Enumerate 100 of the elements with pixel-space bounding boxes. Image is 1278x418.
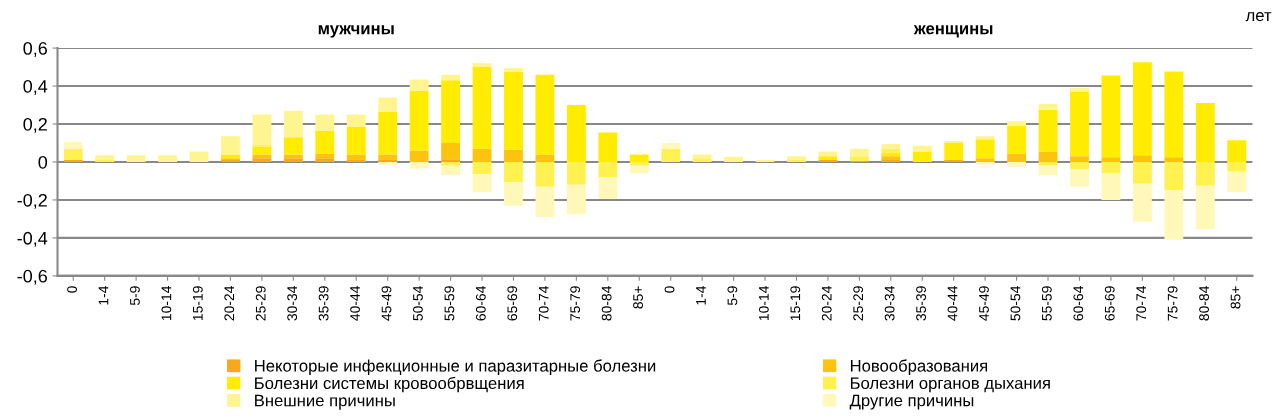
- bar: [441, 161, 461, 166]
- bar: [409, 90, 429, 151]
- bar: [252, 146, 272, 155]
- x-tick-label: 45-49: [979, 286, 989, 321]
- x-tick-label: 20-24: [821, 286, 832, 321]
- bar: [1227, 140, 1247, 162]
- x-tick-label: 1-4: [696, 286, 706, 305]
- bar: [126, 155, 146, 162]
- x-tick-label: 10-14: [161, 286, 172, 321]
- legend-label: Другие причины: [849, 394, 974, 410]
- bar: [315, 130, 335, 154]
- bar: [692, 154, 712, 159]
- bar: [441, 142, 461, 160]
- x-tick-label: 35-39: [916, 286, 926, 321]
- bar: [566, 184, 586, 215]
- bar: [1164, 157, 1184, 162]
- bar: [1132, 155, 1152, 162]
- bar: [252, 154, 272, 159]
- bar: [95, 159, 115, 162]
- bar: [1164, 190, 1184, 240]
- bar: [535, 154, 555, 162]
- y-tick-label: 0,2: [23, 117, 47, 133]
- x-tick-label: 75-79: [570, 286, 581, 321]
- x-tick-label: 65-69: [1104, 286, 1115, 321]
- x-tick-label: 5-9: [727, 286, 738, 306]
- bar: [661, 148, 681, 162]
- x-tick-label: 60-64: [475, 286, 486, 321]
- bar: [346, 154, 366, 160]
- bar: [692, 158, 712, 162]
- bar: [283, 158, 303, 162]
- x-tick-label: 25-29: [853, 286, 864, 321]
- x-tick-label: 55-59: [444, 286, 455, 321]
- x-tick-label: 10-14: [758, 286, 769, 321]
- bar: [944, 142, 964, 161]
- bar: [409, 161, 429, 169]
- x-tick-label: 40-44: [947, 286, 958, 321]
- text: мужчины: [318, 25, 394, 38]
- x-tick-label: 15-19: [192, 286, 203, 321]
- x-tick-label: 50-54: [1010, 286, 1021, 321]
- x-tick-label: 0: [664, 286, 675, 293]
- bar: [629, 161, 649, 166]
- bar: [1164, 161, 1184, 191]
- x-tick-label: 5-9: [130, 286, 140, 306]
- bar: [1101, 75, 1121, 158]
- y-tick-label: 0: [38, 155, 48, 169]
- bar: [1038, 104, 1058, 110]
- bar: [1132, 62, 1152, 156]
- bar: [504, 71, 523, 150]
- bar: [912, 151, 932, 162]
- bar: [315, 114, 335, 131]
- x-tick-label: 1-4: [98, 286, 109, 305]
- bar: [441, 80, 461, 143]
- x-tick-label: 0: [67, 286, 77, 293]
- bar: [1101, 173, 1121, 200]
- bar: [378, 154, 398, 161]
- bar: [818, 156, 838, 161]
- bar: [221, 154, 240, 159]
- bar: [849, 148, 869, 157]
- bar: [158, 155, 177, 162]
- x-tick-label: 55-59: [1041, 286, 1052, 321]
- bar: [63, 148, 83, 161]
- bar: [346, 159, 366, 162]
- bar: [346, 114, 366, 127]
- x-tick-label: 80-84: [601, 286, 612, 321]
- bar: [566, 161, 586, 185]
- bar: [1195, 185, 1215, 230]
- bar: [63, 142, 83, 149]
- legend-label: Некоторые инфекционные и паразитарные болезни: [255, 359, 656, 376]
- x-tick-label: 45-49: [381, 286, 392, 321]
- x-tick-label: 80-84: [1199, 286, 1209, 321]
- bar: [1038, 165, 1058, 176]
- bar: [472, 174, 492, 193]
- bar: [1164, 71, 1184, 158]
- bar: [535, 161, 555, 187]
- x-tick-label: 30-34: [287, 286, 298, 321]
- bar: [95, 155, 115, 160]
- bar: [975, 158, 995, 162]
- x-tick-label: 15-19: [790, 286, 801, 321]
- bar: [378, 97, 398, 112]
- text: лет: [1245, 12, 1272, 22]
- bar: [409, 150, 429, 162]
- bar: [472, 161, 492, 175]
- bar: [1070, 156, 1089, 162]
- bar: [504, 68, 523, 72]
- bar: [724, 156, 744, 162]
- x-tick-label: 70-74: [1136, 286, 1147, 321]
- y-tick-label: 0,4: [23, 79, 48, 95]
- x-tick-label: 50-54: [413, 286, 423, 321]
- bar: [1227, 171, 1247, 193]
- y-tick-label: -0,2: [17, 193, 47, 209]
- bar: [1132, 183, 1152, 222]
- legend-label: Новообразования: [850, 359, 988, 376]
- bar: [1038, 109, 1058, 152]
- bar: [283, 154, 303, 159]
- bar: [504, 181, 523, 206]
- bar: [975, 139, 995, 159]
- legend-label: Болезни системы кровообрвщения: [255, 376, 524, 393]
- bar: [629, 154, 649, 162]
- bar: [661, 142, 681, 149]
- bar: [787, 156, 806, 161]
